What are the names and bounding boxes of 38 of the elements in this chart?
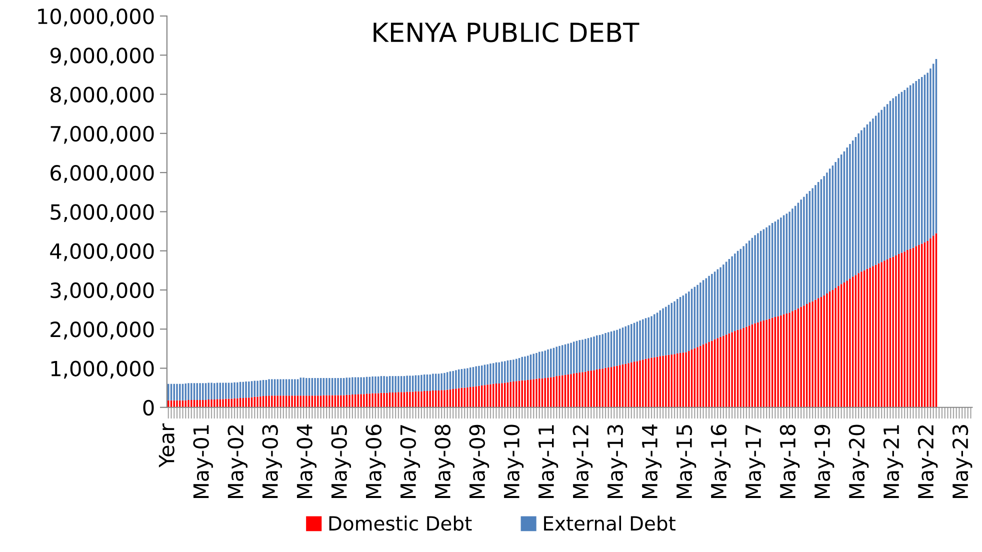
x-tick-label: May-05 [331,425,352,498]
x-tick-label: May-19 [814,424,834,498]
x-tick-label: May-06 [366,424,386,498]
y-tick-label: 2,000,000 [50,322,154,340]
x-tick-label: May-11 [538,425,558,498]
x-tick-label: May-23 [952,425,972,498]
x-tick-label: May-03 [262,425,282,498]
x-tick-label: May-15 [676,425,696,498]
y-tick-label: 1,000,000 [51,360,154,379]
x-tick-label: May-16 [710,424,731,498]
y-tick-label: 7,000,000 [50,126,154,144]
y-tick-label: 5,000,000 [50,204,154,222]
x-tick-label: May-12 [572,425,593,498]
x-tick-label: May-17 [746,425,766,498]
x-tick-label: May-14 [642,424,662,498]
x-tick-label: May-18 [780,424,800,498]
x-tick-label: May-01 [193,425,213,498]
chart-title: KENYA PUBLIC DEBT [374,22,640,42]
x-tick-label: May-21 [883,425,904,498]
x-tick-label: May-07 [400,425,420,498]
x-tick-label: May-08 [434,424,455,498]
x-tick-label: May-04 [296,424,316,498]
y-tick-label: 0 [143,400,154,416]
x-tick-label: May-02 [228,425,248,498]
legend-label: External Debt [544,516,676,531]
x-tick-label: Year [158,423,174,468]
y-tick-label: 10,000,000 [38,8,154,26]
x-tick-label: May-22 [918,425,938,498]
y-tick-label: 6,000,000 [50,165,154,183]
y-tick-label: 3,000,000 [50,282,154,300]
x-tick-label: May-09 [469,424,490,498]
y-tick-label: 8,000,000 [50,86,154,105]
y-tick-label: 4,000,000 [50,243,154,262]
x-tick-label: May-13 [607,425,628,498]
x-tick-label: May-20 [848,424,869,498]
x-tick-label: May-10 [504,424,524,498]
y-tick-label: 9,000,000 [50,48,154,66]
legend-label: Domestic Debt [329,516,472,531]
